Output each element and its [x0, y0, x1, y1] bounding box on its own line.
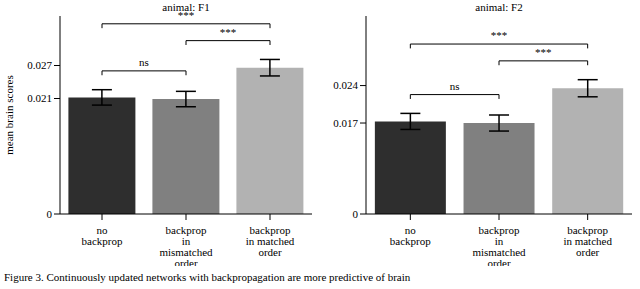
svg-text:***: ***: [220, 26, 237, 38]
svg-text:mean brain scores: mean brain scores: [8, 75, 15, 154]
svg-text:nobackprop: nobackprop: [82, 224, 123, 247]
svg-text:***: ***: [535, 46, 552, 58]
svg-text:0: 0: [47, 208, 53, 220]
svg-text:0: 0: [353, 208, 359, 220]
svg-text:backpropin matchedorder: backpropin matchedorder: [246, 224, 295, 258]
svg-text:0.017: 0.017: [333, 117, 358, 129]
svg-text:0.027: 0.027: [27, 59, 52, 71]
svg-text:ns: ns: [450, 80, 460, 92]
svg-text:backpropin matchedorder: backpropin matchedorder: [563, 224, 612, 258]
svg-text:0.024: 0.024: [333, 79, 358, 91]
svg-text:***: ***: [178, 9, 195, 21]
svg-text:nobackprop: nobackprop: [390, 224, 431, 247]
svg-text:ns: ns: [139, 56, 149, 68]
svg-text:***: ***: [491, 29, 508, 41]
svg-text:backpropinmismatchedorder: backpropinmismatchedorder: [159, 224, 213, 266]
svg-text:backpropinmismatchedorder: backpropinmismatchedorder: [472, 224, 526, 266]
svg-text:0.021: 0.021: [27, 92, 52, 104]
